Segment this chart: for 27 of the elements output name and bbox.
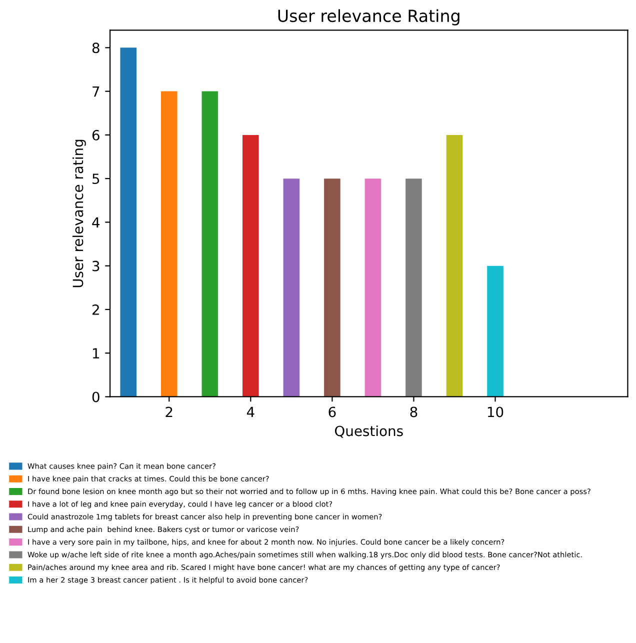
x-tick-label: 4 [246,406,254,418]
bar [202,91,218,397]
x-axis-title: Questions [334,425,403,438]
y-tick-label: 5 [92,174,100,184]
x-tick-label: 8 [410,406,418,418]
bar [324,178,340,397]
bar [446,134,463,397]
bar [160,91,178,397]
bar [283,178,300,397]
y-tick-label: 2 [92,304,99,315]
bar [487,266,504,397]
y-tick-label: 4 [92,217,100,228]
x-tick-label: 6 [328,406,336,418]
y-tick-label: 6 [92,130,100,140]
y-tick-label: 8 [92,42,100,54]
y-tick-label: 0 [92,392,100,402]
bar [242,134,259,397]
chart-title: User relevance Rating [278,9,460,26]
bar [406,178,422,397]
x-tick-label: 2 [166,406,172,418]
y-axis-title: User relevance rating [72,140,86,288]
bar [364,178,382,397]
x-tick-label: 10 [488,406,504,418]
bar [120,48,137,397]
y-tick-label: 1 [92,348,100,358]
y-tick-label: 3 [92,260,100,272]
y-tick-label: 7 [92,86,100,97]
